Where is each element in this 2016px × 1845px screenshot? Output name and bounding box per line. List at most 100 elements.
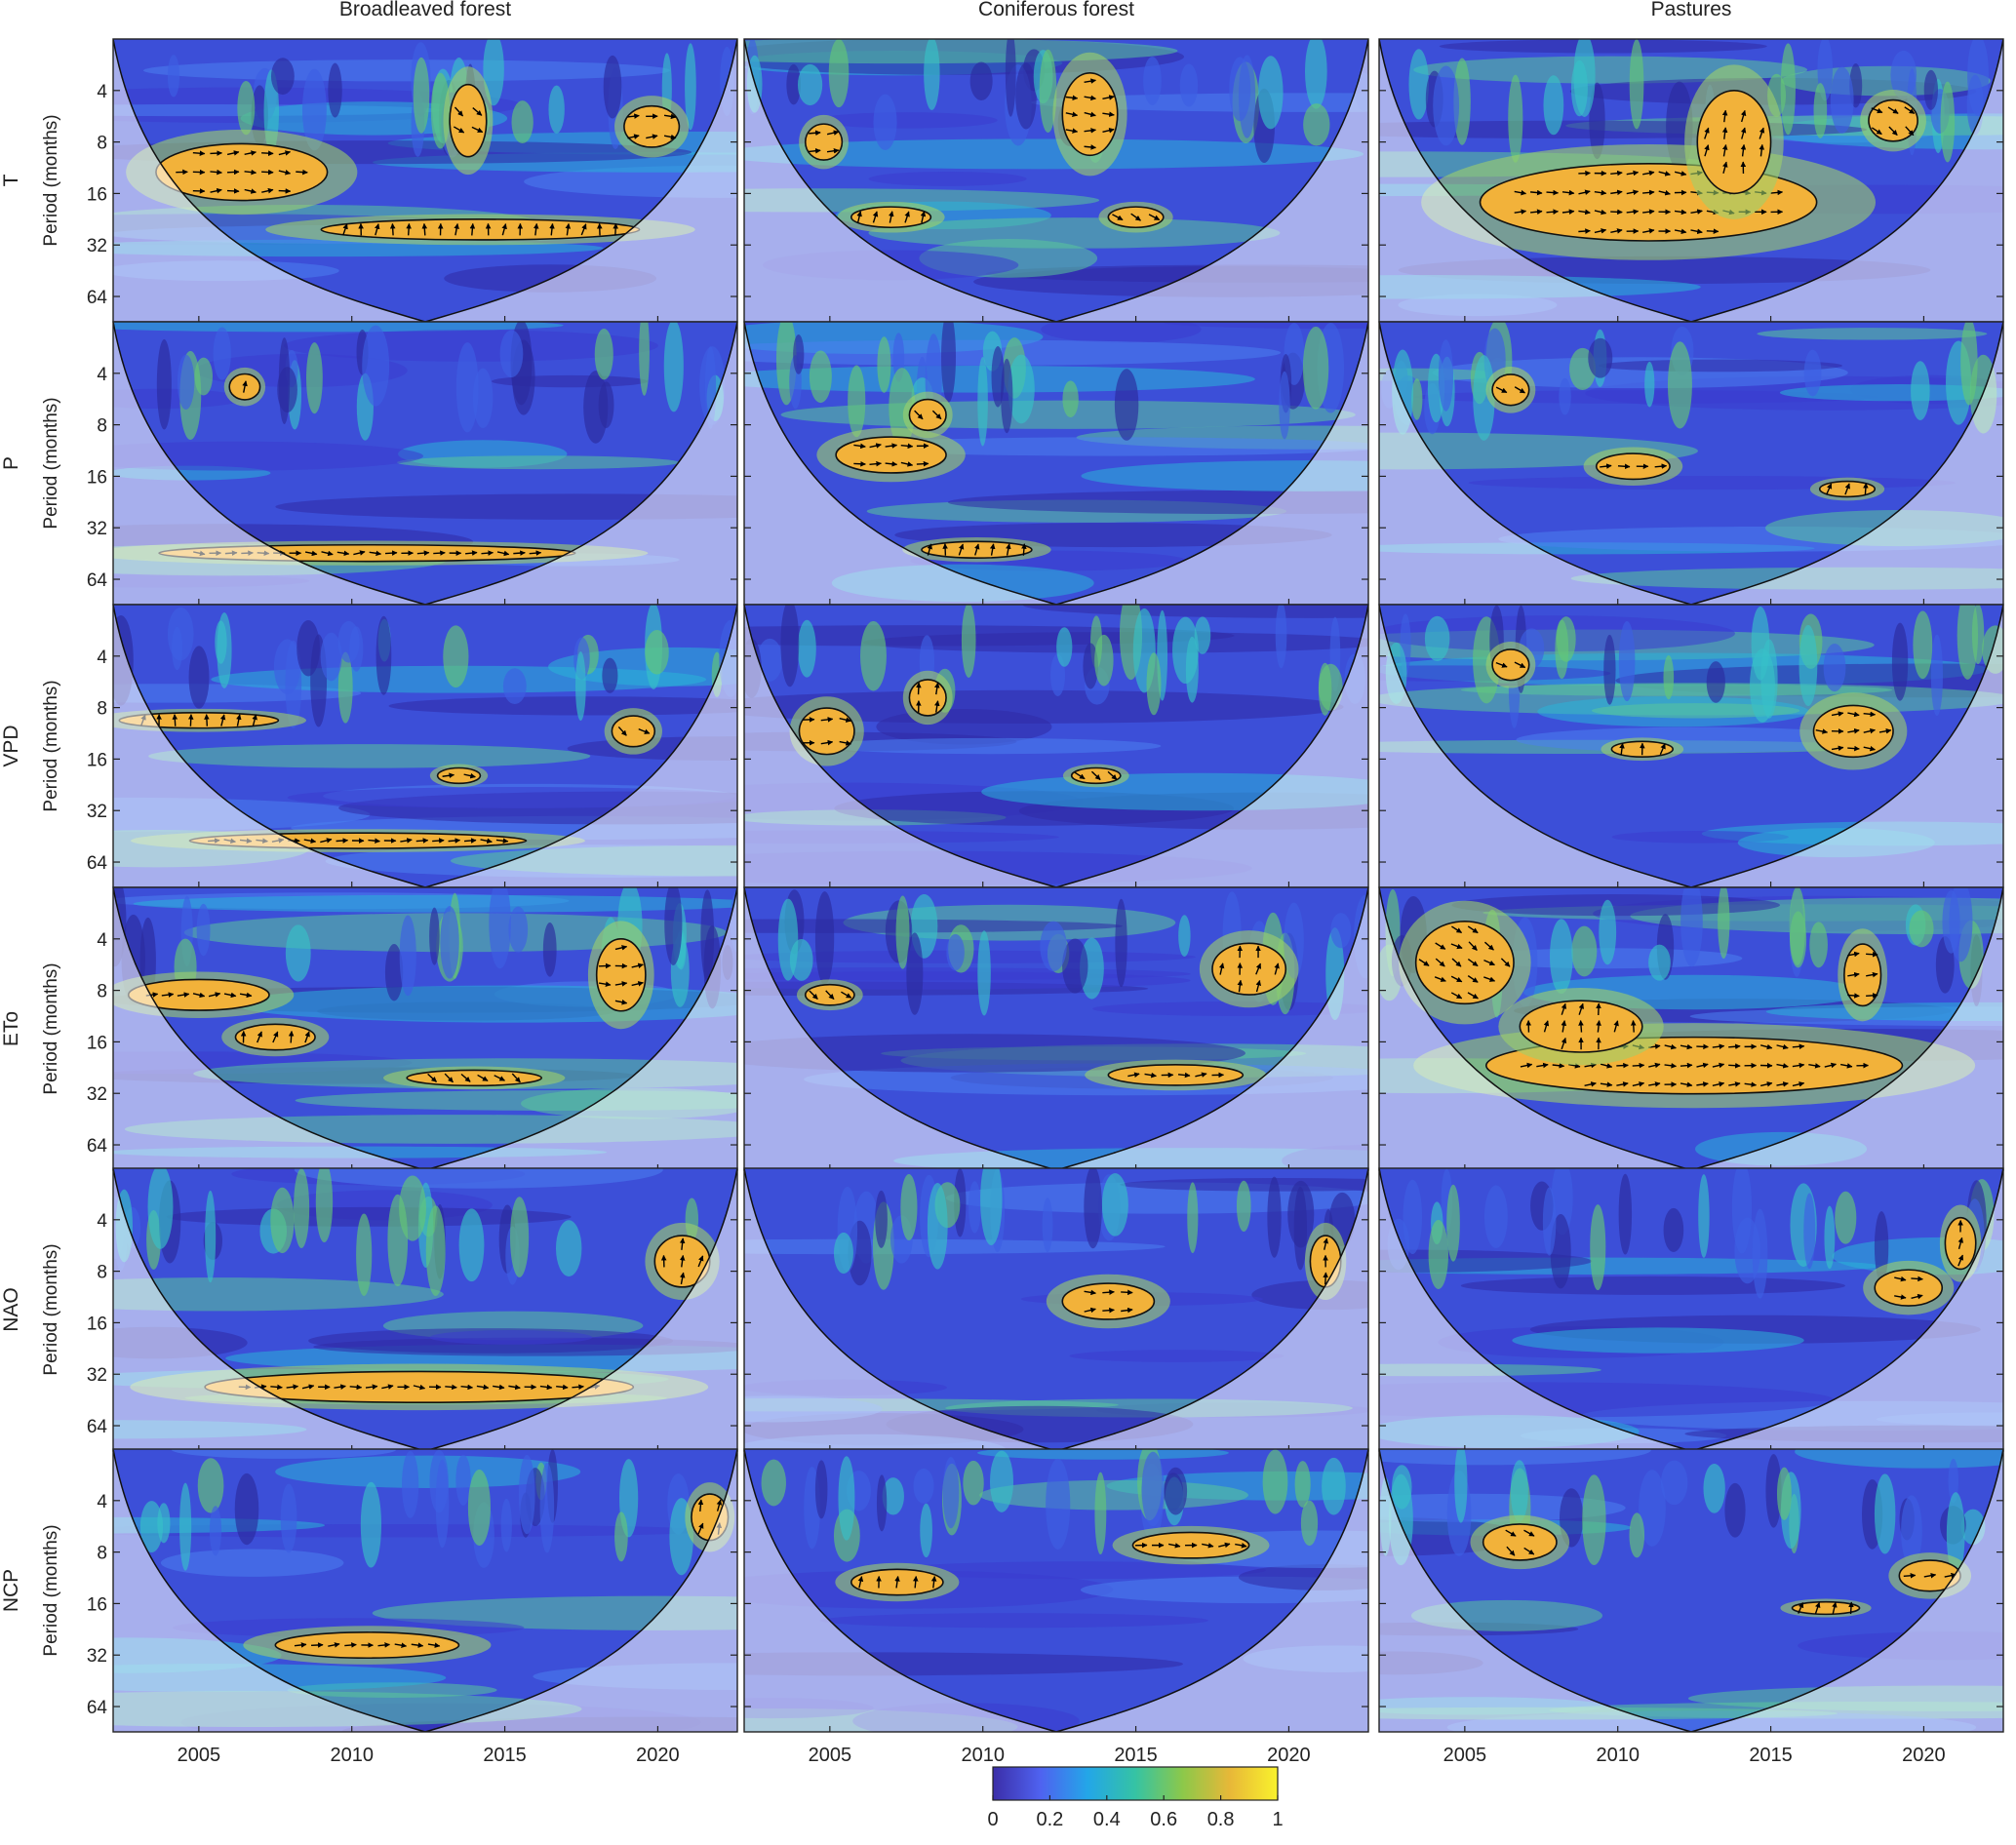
phase-arrow (1594, 209, 1607, 216)
coherence-streak (1718, 887, 1730, 960)
coherence-streak (1590, 1204, 1606, 1291)
phase-arrow (1596, 1020, 1601, 1033)
y-tick-label: 8 (97, 1263, 107, 1283)
y-tick-label: 32 (87, 236, 107, 256)
coherence-streak (1776, 1467, 1792, 1520)
coherence-streak (1187, 1182, 1199, 1254)
coherence-streak (1559, 377, 1571, 415)
cone-of-influence-shade (113, 887, 737, 1170)
phase-arrow (406, 222, 412, 236)
column-title-2: Pastures (1651, 0, 1732, 20)
coherence-band (1460, 1276, 1845, 1295)
coherence-streak (455, 1454, 471, 1506)
coherence-band (979, 1479, 1248, 1511)
coherence-streak (1101, 1173, 1128, 1237)
coherence-streak (1556, 616, 1576, 662)
phase-arrow (1514, 209, 1527, 215)
phase-arrow (1721, 127, 1728, 139)
phase-arrow (1594, 189, 1607, 196)
phase-arrow (1658, 190, 1671, 196)
phase-arrow (261, 187, 274, 194)
phase-arrow (716, 1499, 723, 1511)
phase-arrow (627, 113, 640, 119)
phase-arrow (533, 222, 539, 236)
phase-arrow (614, 999, 628, 1005)
phase-arrow (1759, 1081, 1773, 1087)
coherence-band (1765, 1001, 2003, 1022)
phase-arrow (572, 1384, 584, 1391)
cone-of-influence-shade (744, 887, 1368, 1170)
phase-arrow (210, 150, 222, 156)
phase-arrow (631, 962, 644, 969)
coherence-streak (402, 1451, 419, 1518)
coherence-streak (328, 62, 342, 118)
coherence-streak (215, 620, 227, 664)
cone-of-influence-shade (113, 1449, 737, 1732)
phase-arrow (1435, 942, 1446, 950)
panel-2-1 (1378, 321, 2004, 606)
coherence-streak (1835, 1191, 1857, 1244)
coherence-streak (1453, 58, 1471, 145)
phase-arrow (1626, 209, 1640, 215)
y-axis-title-4: Period (months) (41, 1243, 61, 1375)
coherence-streak (602, 657, 618, 693)
phase-arrow (1798, 1602, 1804, 1614)
phase-arrow (1632, 1081, 1645, 1087)
phase-arrow (1847, 711, 1860, 718)
coherence-streak (942, 1457, 960, 1529)
phase-arrow (1483, 976, 1496, 982)
x-axes: 2005 2010 2015 2020 2005 2010 2015 2020 2005 2010… (178, 1745, 1946, 1766)
phase-arrow (236, 714, 242, 726)
coherence-band (947, 490, 1368, 515)
coherence-streak (639, 322, 650, 396)
phase-arrow (1866, 951, 1878, 958)
phase-arrow (1148, 214, 1161, 221)
phase-arrow (826, 130, 840, 136)
coherence-band (744, 1034, 1245, 1073)
significance-region (1061, 1282, 1156, 1320)
phase-arrow (820, 717, 834, 723)
phase-arrow (252, 714, 257, 726)
x-tick-label: 2005 (1443, 1745, 1487, 1766)
phase-arrow (1084, 128, 1097, 134)
coherence-streak (270, 1187, 295, 1254)
phase-arrow (304, 1031, 310, 1043)
phase-arrow (278, 169, 292, 176)
phase-arrow (1195, 1072, 1207, 1078)
panel-2-4 (1378, 1167, 2004, 1452)
cone-of-influence-line (744, 605, 1368, 887)
coherence-streak (1946, 1492, 1965, 1577)
coherence-band (113, 441, 423, 471)
phase-arrow (349, 1384, 363, 1391)
cone-of-influence-line (1379, 1168, 2003, 1451)
phase-arrow (226, 150, 240, 156)
coherence-streak (575, 651, 586, 722)
phase-arrow (839, 740, 851, 746)
phase-arrow (1255, 962, 1262, 975)
coherence-streak (793, 334, 805, 374)
phase-arrow (1847, 993, 1860, 999)
phase-arrow (416, 550, 430, 556)
significance-region (1868, 98, 1918, 142)
phase-arrow (1450, 992, 1463, 1000)
coherence-streak (1062, 938, 1088, 994)
coherence-band (744, 39, 1178, 64)
significance-region (908, 679, 947, 717)
significance-region (1491, 373, 1530, 407)
panel-1-3 (743, 886, 1369, 1171)
phase-arrow (454, 222, 459, 236)
phase-arrow (1905, 126, 1915, 137)
phase-arrow (469, 222, 476, 236)
coherence-streak (384, 943, 404, 1001)
phase-arrow (496, 550, 510, 557)
phase-arrow (1626, 170, 1640, 177)
coherence-streak (1164, 1467, 1188, 1515)
phase-arrow (1613, 1020, 1619, 1033)
y-tick-label: 4 (97, 1492, 107, 1512)
coherence-streak (1294, 1461, 1311, 1508)
phase-arrow (465, 550, 478, 556)
significance-region (798, 707, 855, 756)
phase-arrow (1594, 228, 1607, 234)
cone-of-influence-line (1379, 1449, 2003, 1732)
coherence-streak (1062, 380, 1079, 418)
